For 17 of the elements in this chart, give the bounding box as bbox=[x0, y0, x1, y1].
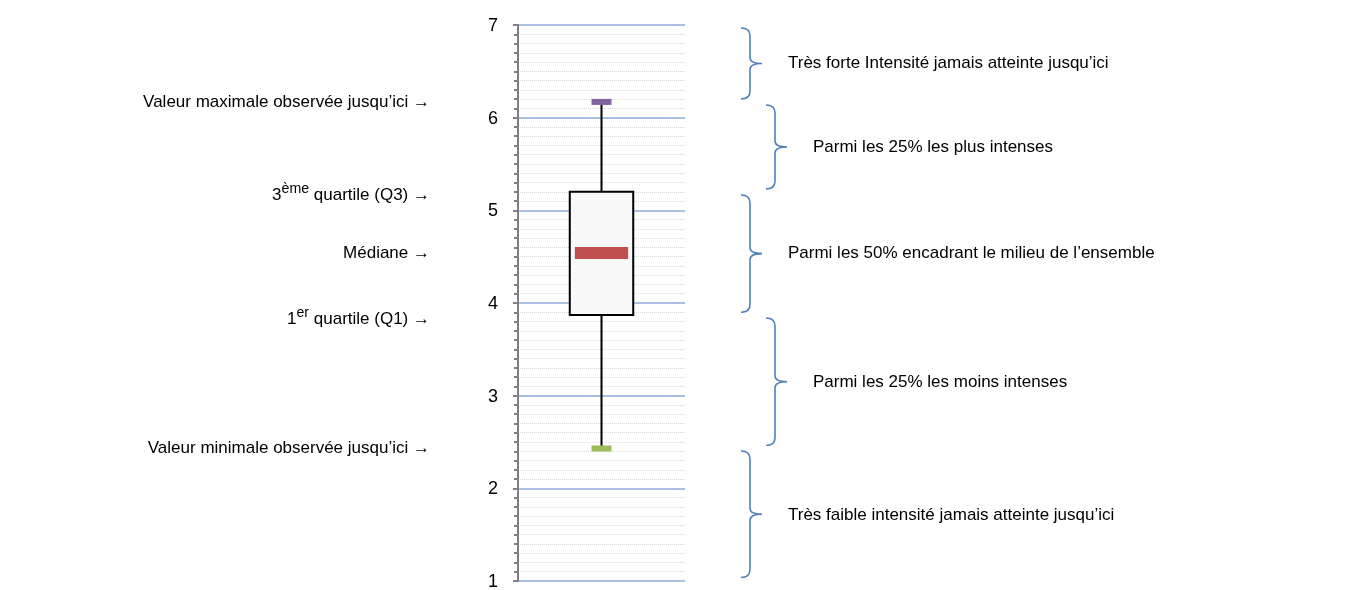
text: Parmi les 50% encadrant le milieu de l’ensemble bbox=[788, 243, 1155, 264]
y-tick-label: 1 bbox=[487, 571, 498, 590]
y-tick-label: 6 bbox=[487, 107, 498, 128]
text: Très faible intensité jamais atteinte jusqu’ici bbox=[788, 504, 1115, 525]
y-tick-label: 5 bbox=[487, 200, 498, 221]
text: 3$^{ème}$ quartile (Q3) → bbox=[272, 179, 430, 205]
text: Parmi les 25% les moins intenses bbox=[813, 371, 1068, 392]
text: Très forte Intensité jamais atteinte jusqu’ici bbox=[788, 53, 1109, 74]
y-tick-label: 7 bbox=[487, 15, 498, 35]
text: Valeur minimale observée jusqu’ici → bbox=[147, 438, 430, 459]
y-tick-label: 3 bbox=[487, 385, 498, 406]
text: Valeur maximale observée jusqu’ici → bbox=[143, 91, 430, 112]
text: 1$^{er}$ quartile (Q1) → bbox=[287, 302, 430, 329]
text: Médiane → bbox=[343, 242, 430, 263]
y-tick-label: 2 bbox=[487, 478, 498, 499]
text: Parmi les 25% les plus intenses bbox=[813, 136, 1054, 157]
y-tick-label: 4 bbox=[487, 293, 498, 313]
